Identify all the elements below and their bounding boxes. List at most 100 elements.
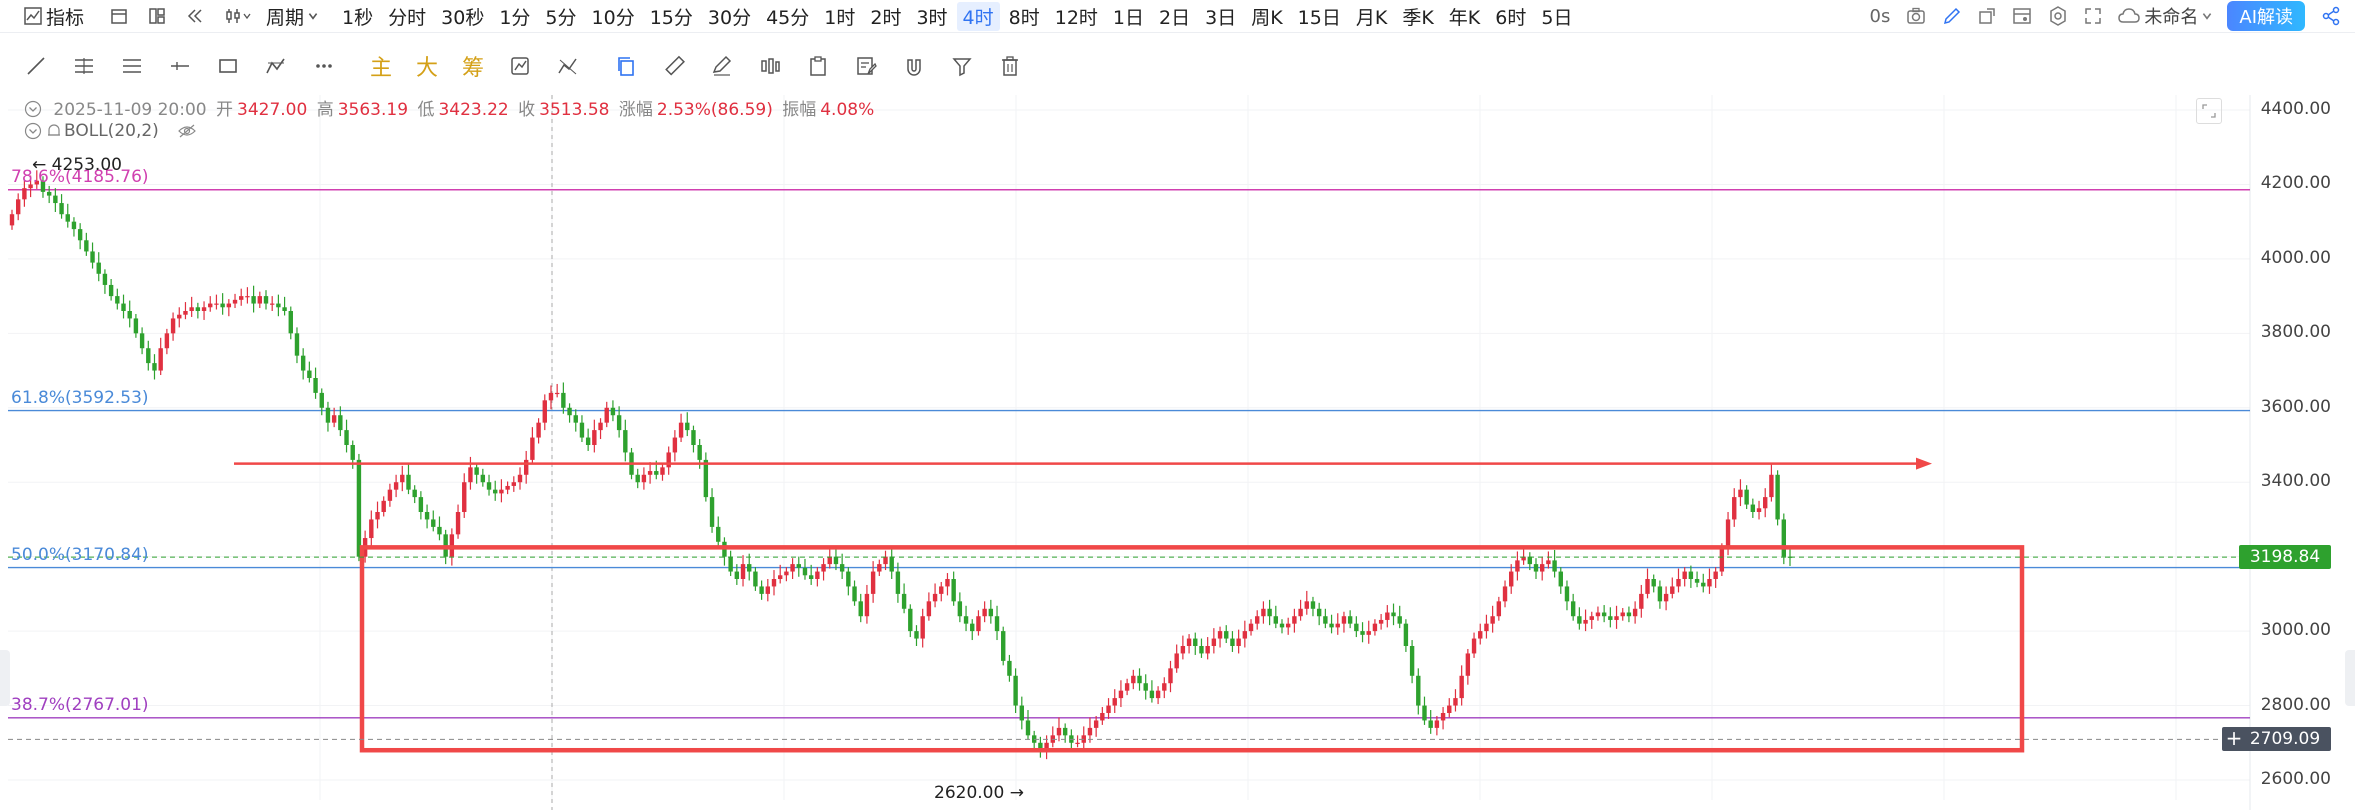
eye-hidden-icon[interactable] [177, 123, 197, 139]
chart-type-button[interactable] [224, 7, 252, 25]
maximize-chart-button[interactable] [2196, 98, 2222, 124]
candle [585, 428, 591, 451]
popout-button[interactable] [1978, 7, 1996, 25]
indicator-icon [24, 7, 42, 25]
measure-tool[interactable] [556, 54, 580, 78]
timeframe-4[interactable]: 5分 [545, 6, 577, 29]
horizontal-lines-tool[interactable] [120, 54, 144, 78]
timeframe-24[interactable]: 5日 [1541, 6, 1573, 29]
timeframe-19[interactable]: 15日 [1297, 6, 1341, 29]
magnet-tool[interactable] [902, 54, 926, 78]
screenshot-button[interactable] [1906, 7, 1926, 25]
more-tools-button[interactable] [312, 54, 336, 78]
timeframe-10[interactable]: 2时 [870, 6, 902, 29]
brush-tool[interactable] [710, 54, 734, 78]
chip-distribution-tool[interactable]: 筹 [462, 56, 485, 81]
candle-body [1676, 579, 1681, 587]
candle-body [747, 564, 752, 572]
layout-icon-button[interactable] [110, 7, 128, 25]
lock-tool[interactable] [806, 54, 830, 78]
candle-body [1174, 653, 1179, 669]
timeframe-5[interactable]: 10分 [591, 6, 635, 29]
big-order-tool[interactable]: 大 [416, 56, 439, 81]
collapse-icon[interactable] [24, 100, 42, 118]
candle-body [46, 191, 52, 196]
left-panel-handle[interactable] [0, 650, 10, 706]
candle [747, 553, 752, 581]
main-force-tool[interactable]: 主 [370, 56, 393, 81]
candle [1440, 707, 1446, 730]
period-dropdown[interactable]: 周期 [266, 3, 319, 30]
timeframe-21[interactable]: 季K [1402, 6, 1434, 29]
candle-body [728, 556, 733, 572]
candle-body [263, 296, 269, 304]
candle-body [685, 422, 690, 431]
copy-tool[interactable] [614, 54, 638, 78]
candle [53, 188, 58, 212]
candle [331, 407, 337, 428]
timeframe-16[interactable]: 2日 [1159, 6, 1191, 29]
parallel-channel-tool[interactable] [72, 54, 96, 78]
timeframe-8[interactable]: 45分 [766, 6, 810, 29]
candle-body [1632, 608, 1638, 617]
candle-body [431, 519, 436, 527]
candle-pattern-tool[interactable] [758, 54, 782, 78]
crosshair-plus-button[interactable]: + [2222, 727, 2246, 752]
timeframe-15[interactable]: 1日 [1112, 6, 1145, 29]
timeframe-7[interactable]: 30分 [707, 6, 752, 29]
replay-button[interactable] [186, 7, 204, 25]
right-panel-handle[interactable] [2345, 650, 2355, 706]
price-tick-label: 3400.00 [2260, 471, 2331, 492]
template-button[interactable] [2012, 7, 2032, 25]
candle-body [226, 303, 232, 308]
timeframe-22[interactable]: 年K [1448, 6, 1481, 29]
rectangle-tool[interactable] [216, 54, 240, 78]
layout-name-dropdown[interactable]: 未命名 [2118, 3, 2213, 29]
fullscreen-button[interactable] [2084, 7, 2102, 25]
candle-body [585, 437, 591, 445]
timeframe-6[interactable]: 15分 [649, 6, 693, 29]
indicator-button[interactable]: 指标 [24, 3, 84, 30]
timeframe-9[interactable]: 1时 [824, 6, 856, 29]
multi-chart-button[interactable] [148, 7, 166, 25]
timeframe-17[interactable]: 3日 [1205, 6, 1237, 29]
compare-tool[interactable] [508, 54, 532, 78]
wave-tool[interactable] [264, 54, 288, 78]
timeframe-18[interactable]: 周K [1251, 6, 1283, 29]
ruler-tool[interactable] [662, 54, 686, 78]
timeframe-2[interactable]: 30秒 [441, 6, 485, 29]
timeframe-11[interactable]: 3时 [916, 6, 948, 29]
candle [926, 592, 932, 621]
ai-analysis-button[interactable]: AI解读 [2227, 1, 2305, 31]
timeframe-12[interactable]: 4时 [956, 1, 1000, 31]
candle [1589, 611, 1594, 629]
candle-body [15, 199, 21, 215]
collapse-icon[interactable] [24, 122, 42, 140]
horizontal-ray-tool[interactable] [168, 54, 192, 78]
trend-line-tool[interactable] [24, 54, 48, 78]
timeframe-0[interactable]: 1秒 [342, 6, 374, 29]
indicator-name[interactable]: BOLL(20,2) [64, 121, 159, 141]
candle-body [1347, 616, 1353, 624]
fib-level-label: 38.7%(2767.01) [11, 694, 149, 715]
filter-tool[interactable] [950, 54, 974, 78]
candlestick-series [9, 170, 1793, 760]
timeframe-23[interactable]: 6时 [1495, 6, 1527, 29]
timeframe-3[interactable]: 1分 [499, 6, 531, 29]
timeframe-1[interactable]: 分时 [388, 6, 427, 29]
bell-icon[interactable] [46, 123, 62, 139]
timeframe-13[interactable]: 8时 [1008, 6, 1040, 29]
timeframe-14[interactable]: 12时 [1054, 6, 1098, 29]
note-tool[interactable] [854, 54, 878, 78]
candle-body [920, 616, 925, 639]
delete-tool[interactable] [998, 54, 1022, 78]
draw-button[interactable] [1942, 6, 1962, 26]
candle-body [1007, 660, 1012, 676]
settings-button[interactable] [2048, 6, 2068, 26]
timeframe-20[interactable]: 月K [1355, 6, 1388, 29]
candle [1093, 715, 1099, 737]
candle [641, 467, 647, 490]
candle [393, 474, 399, 498]
share-button[interactable] [2321, 6, 2341, 26]
